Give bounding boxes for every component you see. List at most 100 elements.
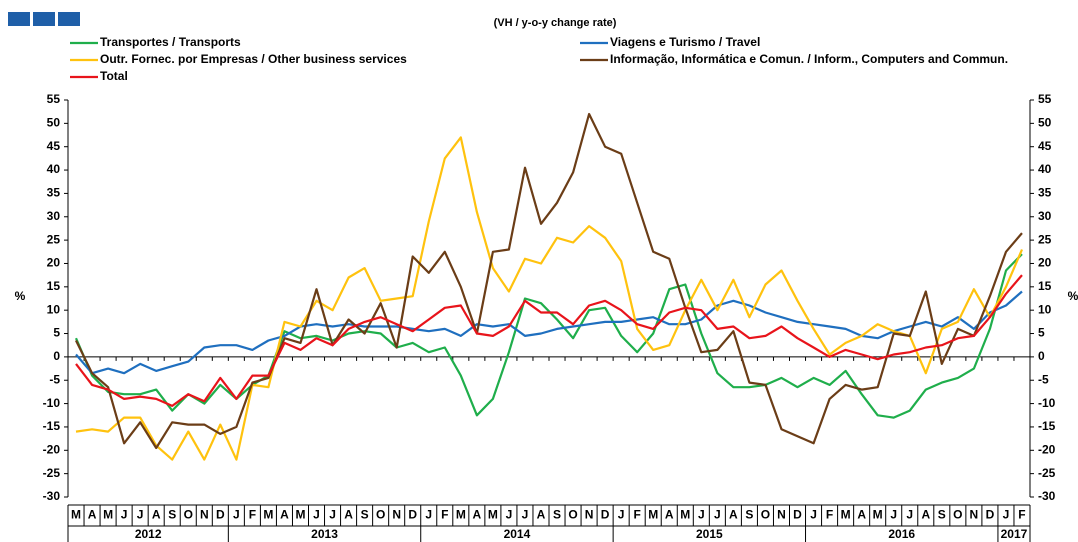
y-axis-label: % bbox=[15, 289, 26, 303]
legend-label: Viagens e Turismo / Travel bbox=[610, 35, 760, 49]
x-tick-label: J bbox=[329, 508, 336, 522]
y-tick-label: 50 bbox=[47, 116, 61, 130]
x-tick-label: A bbox=[665, 508, 674, 522]
series-line bbox=[75, 274, 1023, 407]
x-tick-label: N bbox=[777, 508, 786, 522]
x-tick-label: F bbox=[634, 508, 641, 522]
x-tick-label: J bbox=[714, 508, 721, 522]
x-tick-label: D bbox=[216, 508, 225, 522]
year-label: 2013 bbox=[311, 527, 338, 541]
x-tick-label: S bbox=[168, 508, 176, 522]
x-tick-label: J bbox=[506, 508, 513, 522]
x-tick-label: N bbox=[970, 508, 979, 522]
x-tick-label: A bbox=[921, 508, 930, 522]
x-tick-label: J bbox=[137, 508, 144, 522]
x-tick-label: M bbox=[680, 508, 690, 522]
y2-tick-label: 5 bbox=[1038, 326, 1045, 340]
logo-block bbox=[8, 12, 30, 26]
x-tick-label: D bbox=[986, 508, 995, 522]
y-tick-label: 20 bbox=[47, 256, 61, 270]
x-tick-label: A bbox=[857, 508, 866, 522]
legend-label: Informação, Informática e Comun. / Infor… bbox=[610, 52, 1008, 66]
x-tick-label: S bbox=[553, 508, 561, 522]
x-tick-label: J bbox=[906, 508, 913, 522]
x-tick-label: J bbox=[698, 508, 705, 522]
x-tick-label: S bbox=[745, 508, 753, 522]
x-tick-label: J bbox=[121, 508, 128, 522]
y2-tick-label: 50 bbox=[1038, 116, 1052, 130]
y-tick-label: -5 bbox=[49, 372, 60, 386]
x-tick-label: M bbox=[873, 508, 883, 522]
logo-block bbox=[58, 12, 80, 26]
y-tick-label: -30 bbox=[43, 489, 61, 503]
x-tick-label: D bbox=[408, 508, 417, 522]
y-tick-label: 5 bbox=[53, 326, 60, 340]
x-tick-label: F bbox=[249, 508, 256, 522]
x-tick-label: M bbox=[648, 508, 658, 522]
x-tick-label: F bbox=[441, 508, 448, 522]
logo-block bbox=[33, 12, 55, 26]
y-tick-label: -25 bbox=[43, 466, 61, 480]
x-tick-label: M bbox=[71, 508, 81, 522]
y-tick-label: -15 bbox=[43, 419, 61, 433]
x-tick-label: N bbox=[392, 508, 401, 522]
y2-tick-label: 0 bbox=[1038, 349, 1045, 363]
y2-tick-label: -5 bbox=[1038, 372, 1049, 386]
y-tick-label: -10 bbox=[43, 396, 61, 410]
x-tick-label: A bbox=[280, 508, 289, 522]
x-tick-label: O bbox=[376, 508, 385, 522]
x-tick-label: O bbox=[184, 508, 193, 522]
series-line bbox=[74, 253, 1023, 419]
x-tick-label: M bbox=[263, 508, 273, 522]
y-tick-label: 0 bbox=[53, 349, 60, 363]
y2-tick-label: -15 bbox=[1038, 419, 1056, 433]
y2-tick-label: -30 bbox=[1038, 489, 1056, 503]
y2-tick-label: -20 bbox=[1038, 442, 1056, 456]
x-tick-label: J bbox=[618, 508, 625, 522]
legend-label: Total bbox=[100, 69, 128, 83]
x-tick-label: A bbox=[344, 508, 353, 522]
y2-tick-label: 20 bbox=[1038, 256, 1052, 270]
y-tick-label: 55 bbox=[47, 92, 61, 106]
x-tick-label: O bbox=[761, 508, 770, 522]
x-tick-label: J bbox=[233, 508, 240, 522]
y2-axis-label: % bbox=[1068, 289, 1078, 303]
x-tick-label: S bbox=[361, 508, 369, 522]
y-tick-label: 30 bbox=[47, 209, 61, 223]
x-tick-label: O bbox=[568, 508, 577, 522]
y2-tick-label: 55 bbox=[1038, 92, 1052, 106]
x-tick-label: A bbox=[473, 508, 482, 522]
x-tick-label: A bbox=[729, 508, 738, 522]
year-label: 2016 bbox=[888, 527, 915, 541]
y2-tick-label: 30 bbox=[1038, 209, 1052, 223]
y-tick-label: 45 bbox=[47, 139, 61, 153]
x-tick-label: F bbox=[826, 508, 833, 522]
y-tick-label: 10 bbox=[47, 302, 61, 316]
year-label: 2017 bbox=[1001, 527, 1028, 541]
legend-label: Transportes / Transports bbox=[100, 35, 241, 49]
x-tick-label: M bbox=[488, 508, 498, 522]
x-tick-label: D bbox=[601, 508, 610, 522]
chart-subtitle: (VH / y-o-y change rate) bbox=[494, 17, 617, 29]
x-tick-label: S bbox=[938, 508, 946, 522]
x-tick-label: D bbox=[793, 508, 802, 522]
x-tick-label: J bbox=[890, 508, 897, 522]
x-tick-label: J bbox=[313, 508, 320, 522]
y2-tick-label: 25 bbox=[1038, 232, 1052, 246]
y2-tick-label: 35 bbox=[1038, 186, 1052, 200]
x-tick-label: J bbox=[425, 508, 432, 522]
x-tick-label: M bbox=[295, 508, 305, 522]
x-tick-label: J bbox=[810, 508, 817, 522]
series-line bbox=[75, 112, 1023, 450]
y-tick-label: -20 bbox=[43, 442, 61, 456]
y-tick-label: 35 bbox=[47, 186, 61, 200]
y2-tick-label: 40 bbox=[1038, 162, 1052, 176]
x-tick-label: J bbox=[522, 508, 529, 522]
x-tick-label: A bbox=[88, 508, 97, 522]
legend-label: Outr. Fornec. por Empresas / Other busin… bbox=[100, 52, 407, 66]
y-tick-label: 25 bbox=[47, 232, 61, 246]
x-tick-label: M bbox=[103, 508, 113, 522]
y-tick-label: 15 bbox=[47, 279, 61, 293]
x-tick-label: A bbox=[152, 508, 161, 522]
